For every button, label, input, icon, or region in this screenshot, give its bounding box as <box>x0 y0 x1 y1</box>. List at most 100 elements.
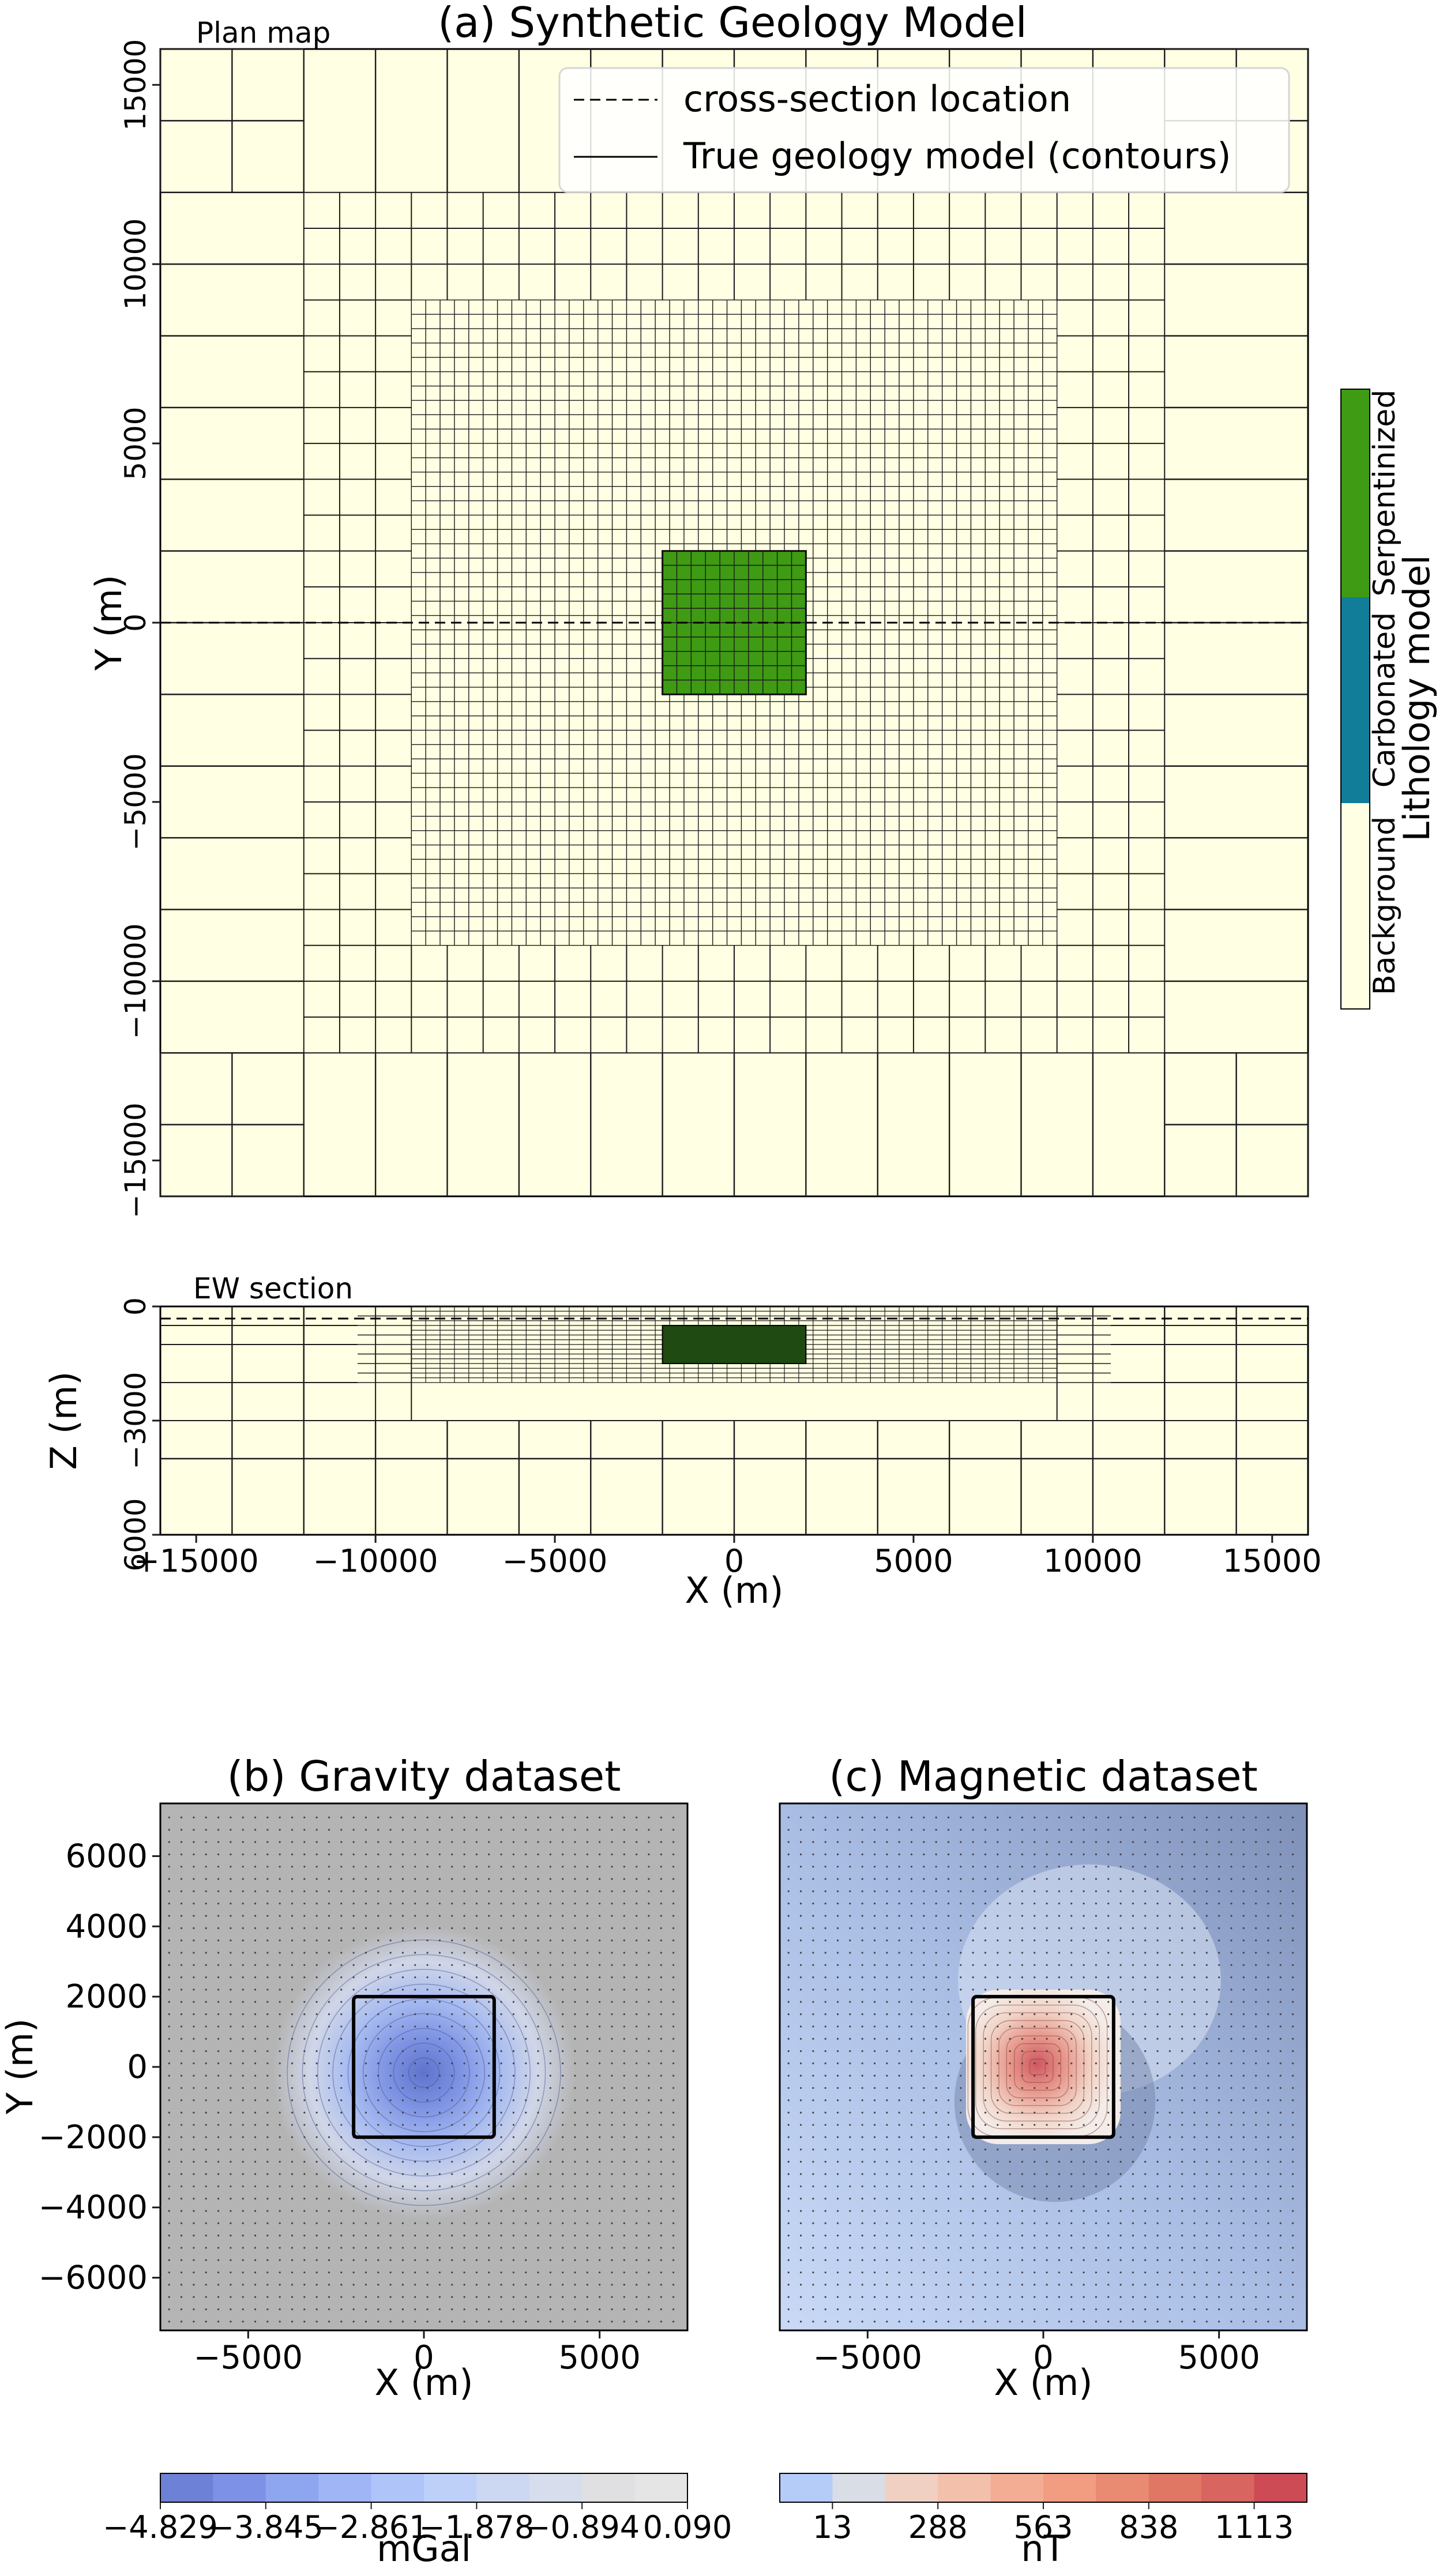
magnetic-station <box>1083 2197 1085 2200</box>
magnetic-station <box>1046 2247 1048 2249</box>
magnetic-station <box>886 2050 888 2052</box>
gravity-station <box>562 2136 564 2138</box>
gravity-station <box>352 2308 355 2311</box>
magnetic-station <box>910 1976 913 1979</box>
magnetic-station <box>898 1829 900 1831</box>
gravity-station <box>475 2197 478 2200</box>
gravity-station <box>230 1989 232 1991</box>
magnetic-station <box>1218 2222 1220 2224</box>
gravity-station <box>303 2099 306 2102</box>
gravity-station <box>266 2025 269 2028</box>
magnetic-station <box>1267 2025 1269 2028</box>
gravity-station <box>512 2247 514 2249</box>
magnetic-station <box>1181 1890 1183 1892</box>
magnetic-station <box>1279 2087 1282 2089</box>
gravity-station <box>328 2136 330 2138</box>
magnetic-station <box>960 2321 962 2323</box>
gravity-station <box>217 2234 220 2237</box>
gravity-station <box>315 1903 318 1905</box>
magnetic-station <box>836 2185 839 2187</box>
magnetic-station <box>1218 2013 1220 2016</box>
gravity-station <box>266 2123 269 2126</box>
magnetic-station <box>1083 2099 1085 2102</box>
section-x-tick-label: −10000 <box>313 1543 438 1579</box>
gravity-station <box>328 2247 330 2249</box>
magnetic-station <box>886 2013 888 2016</box>
gravity-station <box>562 1915 564 1917</box>
gravity-station <box>340 1816 343 1818</box>
magnetic-station <box>1193 1853 1196 1855</box>
gravity-station <box>672 2087 675 2089</box>
gravity-station <box>414 1915 416 1917</box>
gravity-station <box>586 2099 588 2102</box>
gravity-station <box>475 2025 478 2028</box>
magnetic-station <box>886 2136 888 2138</box>
gravity-station <box>291 2247 294 2249</box>
magnetic-station <box>799 1890 802 1892</box>
gravity-station <box>623 2013 625 2016</box>
magnetic-station <box>836 1927 839 1929</box>
gravity-station <box>426 1866 429 1868</box>
magnetic-station <box>861 2148 863 2151</box>
gravity-station <box>537 2185 539 2187</box>
magnetic-station <box>824 2210 826 2212</box>
gravity-station <box>328 2087 330 2089</box>
magnetic-station <box>1156 2259 1159 2261</box>
magnetic-station <box>861 2099 863 2102</box>
gravity-station <box>364 1915 367 1917</box>
gravity-station <box>230 2173 232 2175</box>
gravity-station <box>562 2038 564 2040</box>
gravity-station <box>599 1841 601 1843</box>
gravity-station <box>352 2210 355 2212</box>
magnetic-station <box>1009 1976 1011 1979</box>
gravity-station <box>623 1829 625 1831</box>
magnetic-station <box>972 2160 974 2163</box>
magnetic-station <box>1181 2296 1183 2298</box>
gravity-station <box>180 1964 183 1966</box>
magnetic-station <box>1255 2013 1257 2016</box>
magnetic-station <box>1181 2111 1183 2114</box>
magnetic-station <box>1083 1829 1085 1831</box>
magnetic-station <box>787 1878 790 1880</box>
magnetic-station <box>849 1952 851 1954</box>
section-x-tick-label: 15000 <box>1223 1543 1322 1579</box>
gravity-station <box>364 1890 367 1892</box>
gravity-station <box>364 2173 367 2175</box>
gravity-station <box>180 1890 183 1892</box>
gravity-station <box>549 2160 551 2163</box>
magnetic-station <box>1058 2210 1061 2212</box>
gravity-station <box>279 2271 281 2274</box>
gravity-station <box>586 1903 588 1905</box>
gravity-station <box>193 1964 195 1966</box>
magnetic-station <box>799 1853 802 1855</box>
gravity-station <box>426 2160 429 2163</box>
gravity-station <box>217 2087 220 2089</box>
magnetic-station <box>1034 2173 1036 2175</box>
gravity-station <box>574 1829 576 1831</box>
gravity-station <box>525 2038 527 2040</box>
gravity-contour <box>408 2057 440 2088</box>
magnetic-station <box>799 1841 802 1843</box>
magnetic-station <box>849 2185 851 2187</box>
magnetic-station <box>1058 2148 1061 2151</box>
gravity-station <box>451 1829 453 1831</box>
magnetic-station <box>1292 2099 1294 2102</box>
gravity-station <box>611 2087 613 2089</box>
magnetic-station <box>1034 1903 1036 1905</box>
magnetic-station <box>1046 2160 1048 2163</box>
magnetic-station <box>910 1890 913 1892</box>
gravity-station <box>660 2271 662 2274</box>
magnetic-station <box>1267 1952 1269 1954</box>
gravity-station <box>180 2025 183 2028</box>
magnetic-station <box>799 2123 802 2126</box>
gravity-station <box>451 1964 453 1966</box>
magnetic-station <box>1193 2197 1196 2200</box>
magnetic-station <box>1168 2050 1171 2052</box>
gravity-station <box>377 2087 379 2089</box>
gravity-station <box>291 2173 294 2175</box>
gravity-station <box>377 1927 379 1929</box>
magnetic-station <box>1218 2247 1220 2249</box>
gravity-station <box>500 1939 502 1942</box>
gravity-station <box>315 2123 318 2126</box>
gravity-station <box>648 2111 650 2114</box>
